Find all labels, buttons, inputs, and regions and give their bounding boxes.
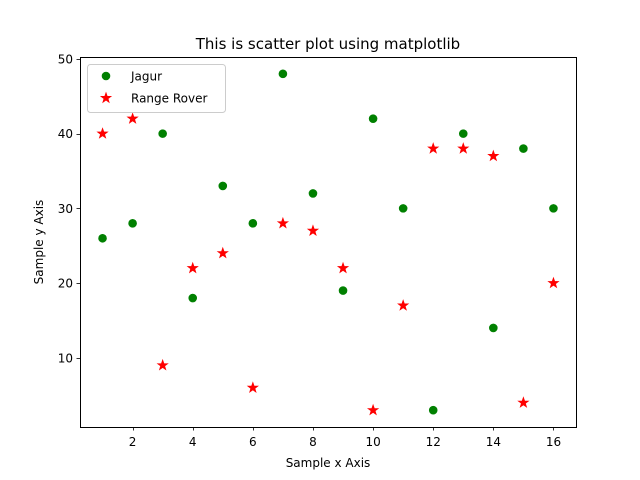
data-point bbox=[158, 129, 167, 138]
x-tick-label: 8 bbox=[309, 435, 317, 449]
data-point bbox=[458, 129, 468, 138]
x-tick-label: 10 bbox=[365, 435, 380, 449]
legend-box bbox=[87, 64, 226, 113]
points-layer bbox=[96, 69, 560, 416]
data-point bbox=[246, 381, 259, 393]
data-point bbox=[186, 261, 199, 274]
data-point bbox=[306, 224, 320, 236]
ticks-layer: 2 4 6 8 10 12 14 16 10 20 30 40 50 bbox=[58, 52, 561, 449]
data-point bbox=[549, 204, 558, 213]
legend-label-jagur: Jagur bbox=[130, 70, 162, 84]
x-axis-label: Sample x Axis bbox=[286, 456, 371, 470]
data-point bbox=[457, 142, 470, 154]
data-point bbox=[128, 219, 137, 228]
data-point bbox=[336, 261, 350, 274]
y-tick-label: 20 bbox=[58, 277, 73, 291]
data-point bbox=[427, 142, 440, 154]
data-point bbox=[338, 286, 348, 295]
legend-label-range-rover: Range Rover bbox=[131, 92, 207, 106]
data-point bbox=[276, 216, 290, 229]
legend-marker-range-rover bbox=[99, 91, 113, 104]
legend-entries: Jagur Range Rover bbox=[99, 70, 207, 106]
data-point bbox=[188, 293, 198, 303]
legend: Jagur Range Rover bbox=[87, 64, 226, 113]
data-point bbox=[278, 69, 288, 79]
data-point bbox=[96, 127, 109, 139]
data-point bbox=[98, 233, 107, 243]
data-point bbox=[308, 189, 318, 198]
data-point bbox=[218, 181, 228, 191]
series-jagur bbox=[98, 69, 558, 415]
data-point bbox=[489, 323, 498, 333]
data-point bbox=[547, 276, 560, 289]
data-point bbox=[397, 299, 410, 311]
data-point bbox=[398, 204, 408, 213]
data-point bbox=[126, 112, 139, 124]
x-tick-label: 14 bbox=[486, 435, 501, 449]
x-tick-label: 12 bbox=[426, 435, 441, 449]
data-point bbox=[517, 396, 530, 408]
plot-frame bbox=[80, 57, 577, 428]
x-tick-label: 4 bbox=[189, 435, 197, 449]
series-range-rover bbox=[96, 112, 560, 416]
data-point bbox=[248, 219, 258, 228]
y-tick-label: 10 bbox=[58, 351, 73, 365]
y-tick-label: 50 bbox=[58, 52, 73, 66]
data-point bbox=[428, 405, 438, 415]
y-axis-label: Sample y Axis bbox=[32, 200, 46, 285]
x-tick-label: 16 bbox=[546, 435, 561, 449]
data-point bbox=[216, 246, 229, 259]
legend-marker-jagur bbox=[101, 71, 111, 81]
data-point bbox=[366, 403, 380, 416]
x-tick-label: 6 bbox=[249, 435, 257, 449]
data-point bbox=[156, 358, 169, 371]
data-point bbox=[368, 114, 378, 123]
x-tick-label: 2 bbox=[129, 435, 137, 449]
data-point bbox=[519, 144, 528, 153]
data-point bbox=[487, 149, 500, 162]
y-tick-label: 30 bbox=[58, 202, 73, 216]
y-tick-label: 40 bbox=[58, 127, 73, 141]
chart-title: This is scatter plot using matplotlib bbox=[195, 35, 460, 53]
